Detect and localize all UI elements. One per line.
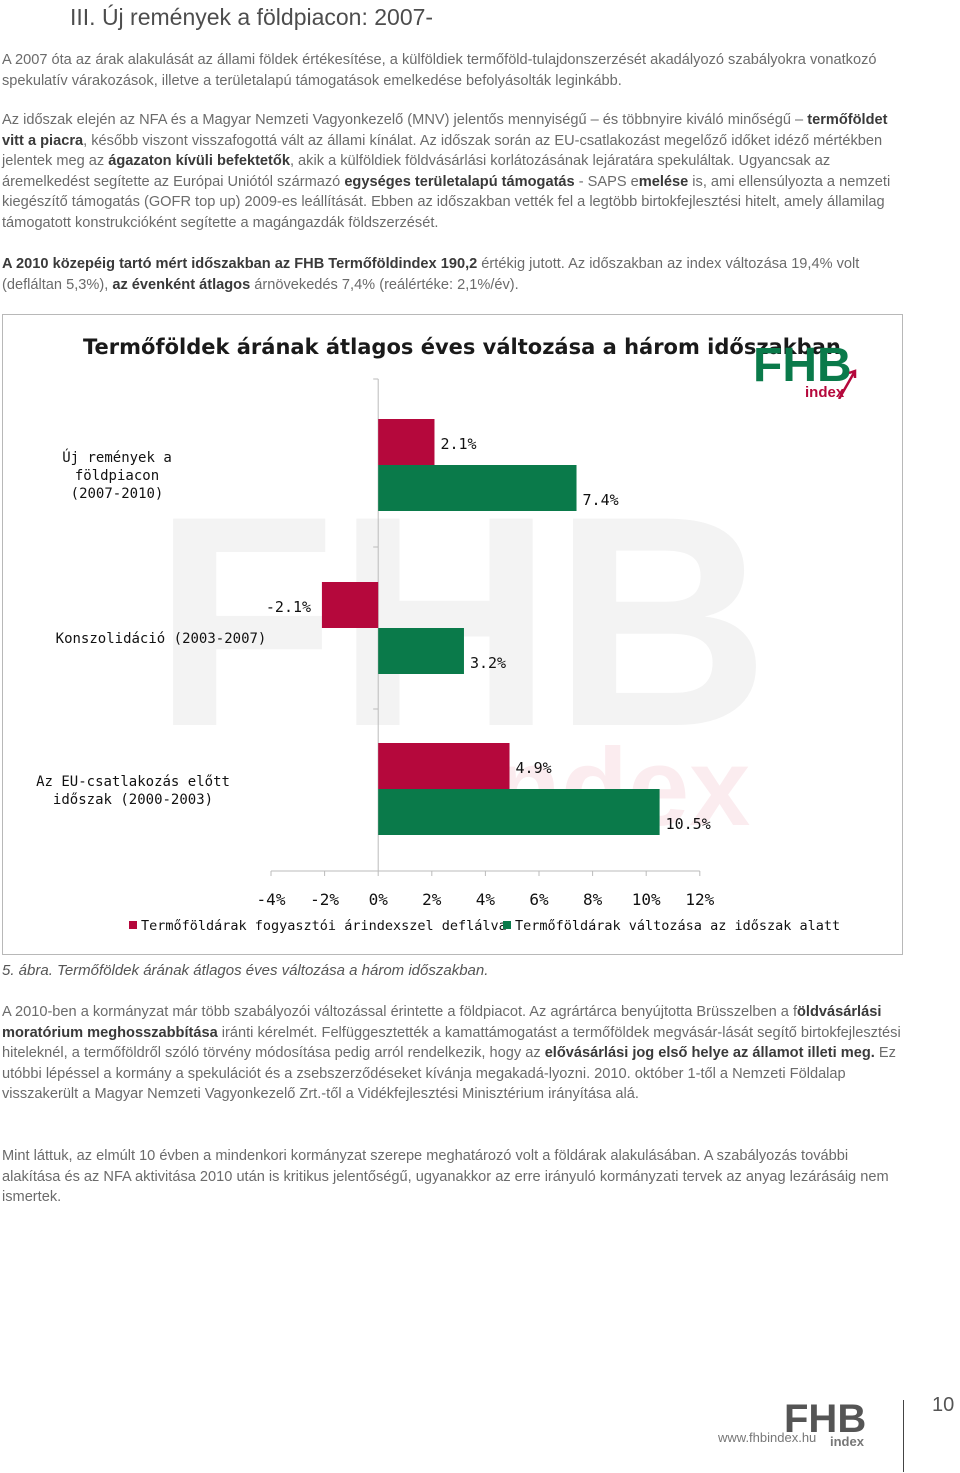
data-label: 3.2%: [470, 654, 506, 672]
x-tick-label: 8%: [583, 890, 603, 909]
fhb-logo-sub: index: [805, 384, 845, 399]
text-run: A 2010-ben a kormányzat már több szabály…: [2, 1004, 797, 1020]
bold-run: A 2010 közepéig tartó mért időszakban az…: [2, 256, 478, 272]
logo-arrow: [837, 369, 857, 399]
chart-title: Termőföldek árának átlagos éves változás…: [83, 335, 841, 359]
bold-run: egységes területalapú támogatás: [344, 173, 575, 190]
x-tick-label: 12%: [685, 890, 714, 909]
text-run: , akik a külföldiek földvásárlási korlát…: [2, 153, 831, 190]
x-tick-label: 10%: [632, 890, 661, 909]
fhb-logo: FHB index: [753, 339, 857, 399]
x-tick-label: -2%: [310, 890, 339, 909]
text-run: Az időszak elején az NFA és a Magyar Nem…: [2, 112, 808, 128]
footer-fhb-logo: FHB index: [784, 1397, 866, 1448]
data-label: 7.4%: [583, 491, 619, 509]
bold-run: termőföldet vitt a piacra: [2, 112, 888, 149]
bar-deflated: [378, 419, 435, 465]
text-run: iránti kérelmét. Felfüggesztették a kama…: [2, 1024, 901, 1062]
text-run: - SAPS e: [574, 173, 639, 190]
bar-chart-plot: -4% -2% 0% 2% 4% 6% 8% 10% 12% 2.1% 7.4% -2.1% 3.2% 4…: [257, 378, 715, 909]
footer-url[interactable]: www.fhbindex.hu: [718, 1430, 817, 1445]
data-label: 4.9%: [516, 759, 552, 777]
bar-deflated: [321, 582, 379, 628]
bar-nominal: [378, 465, 577, 511]
fhb-logo-main: FHB: [753, 339, 852, 392]
data-label: 10.5%: [666, 815, 711, 833]
x-tick-label: -4%: [257, 890, 286, 909]
bar-nominal: [378, 789, 660, 835]
text-run: árnövekedés 7,4% (reálértéke: 2,1%/év).: [250, 276, 519, 293]
text-run: Ez utóbbi lépéssel a kormány a spekuláci…: [2, 1045, 896, 1103]
text-run: is, ami ellensúlyozta a nemzeti kiegészí…: [2, 173, 891, 231]
bold-run: ágazaton kívüli befektetők: [108, 153, 290, 170]
legend-label: Termőföldárak fogyasztói árindexszel def…: [141, 918, 507, 934]
bold-run: az évenként átlagos: [112, 276, 251, 293]
footer-logo-sub: index: [830, 1434, 865, 1448]
text-run: értékig jutott. Az időszakban az index v…: [2, 256, 860, 293]
category-label: Új remények a földpiacon (2007-2010): [62, 450, 172, 502]
bold-run: melése: [638, 173, 689, 190]
data-label: 2.1%: [440, 435, 476, 453]
bold-run: elővásárlási jog első helye az államot i…: [544, 1045, 875, 1062]
paragraph-index-summary: A 2010 közepéig tartó mért időszakban az…: [2, 254, 902, 295]
legend-swatch-red: [129, 921, 137, 929]
paragraph-conclusion: Mint láttuk, az elmúlt 10 évben a minden…: [2, 1148, 889, 1206]
category-label: Konszolidáció (2003-2007): [55, 631, 267, 647]
data-label: -2.1%: [266, 598, 311, 616]
x-tick-label: 4%: [476, 890, 496, 909]
bold-run: öldvásárlási moratórium meghosszabbítása: [2, 1004, 882, 1041]
paragraph-2010-changes: A 2010-ben a kormányzat már több szabály…: [2, 1002, 902, 1105]
figure-caption: 5. ábra. Termőföldek árának átlagos éves…: [2, 962, 489, 979]
x-tick-label: 0%: [369, 890, 389, 909]
legend-item-deflated: Termőföldárak fogyasztói árindexszel def…: [129, 918, 507, 934]
legend-swatch-green: [503, 921, 511, 929]
paragraph-intro: A 2007 óta az árak alakulását az állami …: [2, 52, 877, 89]
x-tick-label: 6%: [529, 890, 549, 909]
text-run: , később viszont visszafogottá vált az á…: [2, 132, 883, 170]
category-label: Az EU-csatlakozás előtt időszak (2000-20…: [36, 774, 230, 808]
section-heading: III. Új remények a földpiacon: 2007-: [70, 4, 434, 30]
page-number: 10: [932, 1394, 955, 1416]
chart-figure: Termőföldek árának átlagos éves változás…: [2, 314, 903, 955]
legend-item-nominal: Termőföldárak változása az időszak alatt: [503, 918, 840, 934]
x-tick-label: 2%: [422, 890, 442, 909]
bar-nominal: [378, 628, 464, 674]
paragraph-early-period: Az időszak elején az NFA és a Magyar Nem…: [2, 110, 902, 234]
footer-divider: [903, 1400, 904, 1472]
bar-deflated: [378, 743, 510, 789]
footer-logo-main: FHB: [784, 1397, 866, 1441]
legend-label: Termőföldárak változása az időszak alatt: [515, 918, 841, 934]
